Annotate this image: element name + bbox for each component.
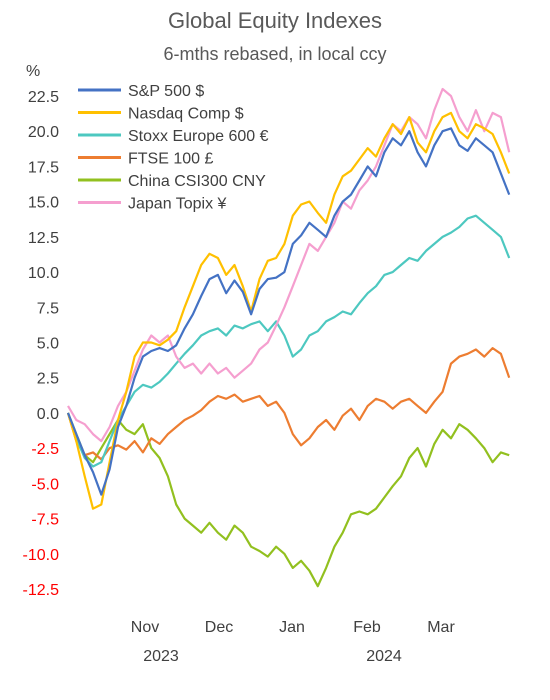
y-axis-unit-label: % xyxy=(26,63,40,80)
y-tick-label: 22.5 xyxy=(28,89,59,106)
chart-subtitle: 6-mths rebased, in local ccy xyxy=(163,44,387,64)
legend-label: FTSE 100 £ xyxy=(128,151,213,168)
x-year-label: 2023 xyxy=(143,648,179,665)
x-axis-ticks: Nov Dec Jan Feb Mar 2023 2024 xyxy=(131,619,456,665)
series-line-5 xyxy=(67,87,511,443)
x-tick-label: Feb xyxy=(353,619,381,636)
legend-label: Japan Topix ¥ xyxy=(128,196,227,213)
y-tick-label: -5.0 xyxy=(31,476,59,493)
y-tick-label: -12.5 xyxy=(23,582,60,599)
series-lines xyxy=(66,87,511,588)
series-line-3 xyxy=(66,347,511,461)
y-tick-label: -2.5 xyxy=(31,441,59,458)
y-tick-label: -10.0 xyxy=(23,547,60,564)
series-line-1 xyxy=(66,111,511,510)
y-tick-label: 0.0 xyxy=(37,406,59,423)
y-tick-label: 2.5 xyxy=(37,371,59,388)
y-tick-label: 10.0 xyxy=(28,265,59,282)
y-tick-label: -7.5 xyxy=(31,512,59,529)
y-tick-label: 15.0 xyxy=(28,195,59,212)
series-line-0 xyxy=(66,127,511,496)
x-tick-label: Nov xyxy=(131,619,159,636)
legend-label: S&P 500 $ xyxy=(128,83,204,100)
y-tick-label: 12.5 xyxy=(28,230,59,247)
y-tick-label: 5.0 xyxy=(37,336,59,353)
y-axis-ticks: 22.5 20.0 17.5 15.0 12.5 10.0 7.5 5.0 2.5 0.0 -2.5… xyxy=(23,89,60,599)
x-year-label: 2024 xyxy=(366,648,402,665)
series-line-2 xyxy=(66,214,511,468)
legend-label: Stoxx Europe 600 € xyxy=(128,128,269,145)
x-tick-label: Mar xyxy=(427,619,455,636)
y-tick-label: 17.5 xyxy=(28,159,59,176)
chart-title: Global Equity Indexes xyxy=(167,8,383,33)
x-tick-label: Jan xyxy=(279,619,305,636)
legend: S&P 500 $ Nasdaq Comp $ Stoxx Europe 600 €… xyxy=(78,83,269,213)
y-tick-label: 7.5 xyxy=(37,300,59,317)
series-line-4 xyxy=(66,412,510,588)
legend-label: China CSI300 CNY xyxy=(128,173,266,190)
y-tick-label: 20.0 xyxy=(28,124,59,141)
x-tick-label: Dec xyxy=(205,619,233,636)
legend-label: Nasdaq Comp $ xyxy=(128,106,244,123)
